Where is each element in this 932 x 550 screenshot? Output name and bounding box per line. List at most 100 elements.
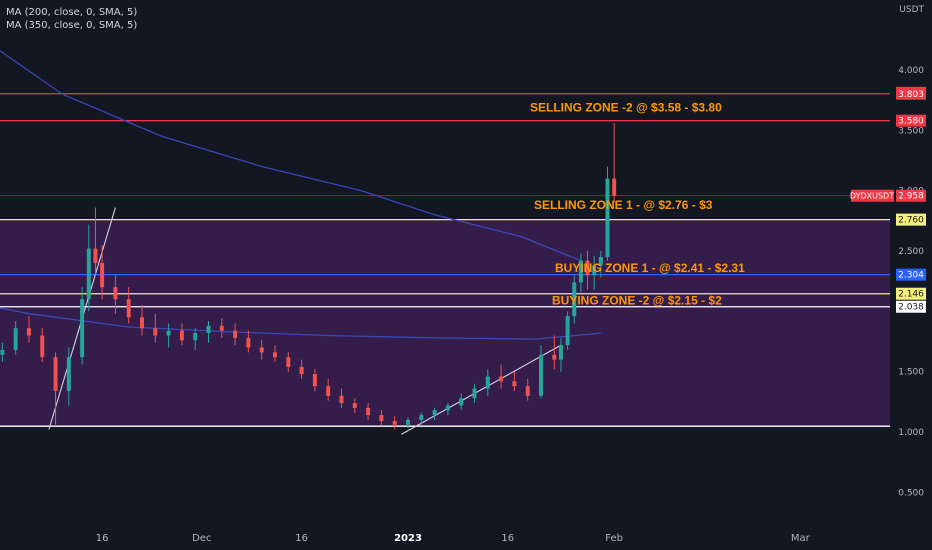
candle-body-62: [445, 405, 450, 411]
candle-40: [153, 313, 158, 343]
candle-body-36: [100, 263, 105, 288]
candle-body-33: [80, 299, 85, 358]
moving-average-layer: [0, 49, 601, 340]
price-tag-6: [896, 287, 926, 300]
candle-47: [246, 330, 251, 353]
candle-body-60: [419, 415, 424, 420]
candle-42: [179, 323, 184, 346]
candle-68: [525, 378, 530, 401]
candle-body-70: [552, 354, 557, 360]
x-tick-label-4: 16: [96, 533, 109, 544]
price-tag-3: [896, 189, 926, 202]
x-tick-label-7: 2023: [394, 533, 422, 544]
x-tick-label-8: 16: [501, 533, 514, 544]
candle-body-32: [66, 357, 71, 391]
candle-52: [312, 369, 317, 391]
candle-body-37: [113, 287, 118, 300]
range-box: [0, 219, 890, 427]
y-tick-label-6: 0.500: [898, 488, 924, 498]
candle-39: [140, 305, 144, 336]
candle-body-54: [339, 395, 344, 404]
candle-body-65: [485, 376, 490, 389]
candle-body-55: [352, 403, 357, 408]
zone-labels-layer: SELLING ZONE -2 @ $3.58 - $3.80 SELLING Z…: [530, 100, 745, 307]
candle-55: [352, 398, 357, 413]
candle-body-67: [512, 381, 517, 387]
candle-41: [166, 323, 171, 348]
x-tick-label-6: 16: [295, 533, 308, 544]
time-axis[interactable]: 16 Dec 16 2023 16 Feb Mar: [96, 533, 811, 544]
candle-body-77: [598, 257, 603, 266]
candle-body-30: [40, 335, 45, 358]
x-tick-label-10: Mar: [791, 533, 811, 544]
indicator-legend: MA (200, close, 0, SMA, 5) MA (350, clos…: [6, 6, 137, 32]
ma350-legend-label[interactable]: MA (350, close, 0, SMA, 5): [6, 20, 138, 31]
candle-body-69: [539, 354, 543, 396]
x-tick-label-9: Feb: [605, 533, 623, 544]
y-tick-label-5: 1.000: [898, 428, 924, 438]
candle-33: [80, 287, 85, 365]
candle-70: [552, 335, 557, 370]
candle-44: [206, 320, 211, 343]
candle-76: [592, 255, 597, 290]
candle-body-66: [499, 376, 504, 382]
candle-body-46: [233, 330, 238, 338]
candle-28: [13, 320, 18, 355]
candle-body-61: [432, 410, 437, 416]
ma200-legend-label[interactable]: MA (200, close, 0, SMA, 5): [6, 7, 138, 18]
price-axis[interactable]: 4.0003.5003.0002.5001.5001.0000.5003.811…: [850, 66, 926, 498]
candle-56: [366, 403, 371, 420]
zone-label-3: BUYING ZONE -2 @ $2.15 - $2: [552, 293, 722, 307]
symbol-tag: [851, 189, 894, 202]
candle-62: [445, 403, 450, 416]
candle-body-47: [246, 337, 251, 348]
price-tag-4: [896, 213, 926, 226]
candle-65: [485, 369, 490, 396]
candle-67: [512, 371, 517, 391]
y-tick-label-0: 4.000: [898, 66, 924, 76]
candle-body-41: [166, 330, 171, 336]
candle-34: [86, 224, 91, 312]
candle-71: [558, 337, 563, 372]
candle-78: [605, 166, 610, 261]
price-tag-label-4: 2.760: [898, 216, 924, 226]
candles-layer: [0, 123, 617, 430]
candle-body-63: [459, 398, 464, 406]
candle-45: [219, 318, 224, 338]
price-tag-label-6: 2.146: [898, 290, 924, 300]
candle-body-34: [86, 248, 91, 300]
candle-body-75: [585, 260, 590, 276]
candle-body-49: [273, 352, 277, 358]
price-tag-label-1: 3.803: [898, 90, 924, 100]
candle-body-76: [592, 265, 597, 276]
candle-49: [273, 345, 277, 363]
zone-label-0: SELLING ZONE -2 @ $3.58 - $3.80: [530, 100, 722, 114]
x-tick-label-5: Dec: [192, 533, 211, 544]
candle-48: [259, 340, 264, 360]
candle-72: [565, 311, 570, 350]
candle-79: [612, 123, 617, 203]
candle-body-51: [299, 366, 304, 375]
candle-body-73: [572, 282, 577, 317]
candle-66: [499, 364, 504, 389]
range-box-layer: [0, 219, 890, 427]
candle-38: [126, 287, 131, 324]
candle-body-35: [93, 248, 98, 264]
candle-body-56: [366, 407, 371, 416]
candle-body-72: [565, 316, 570, 346]
candle-43: [193, 328, 198, 350]
candle-body-27: [0, 349, 5, 355]
candle-59: [406, 417, 410, 429]
candle-61: [432, 407, 437, 420]
candle-body-52: [312, 374, 317, 387]
candle-body-38: [126, 299, 131, 318]
candle-body-43: [193, 333, 198, 341]
candle-32: [66, 347, 71, 406]
price-tag-label-5: 2.304: [898, 271, 924, 281]
candle-31: [53, 352, 58, 425]
candle-36: [100, 244, 105, 300]
price-tag-1: [896, 87, 926, 100]
candle-body-29: [26, 328, 31, 336]
price-tag-label-7: 2.038: [898, 303, 924, 313]
